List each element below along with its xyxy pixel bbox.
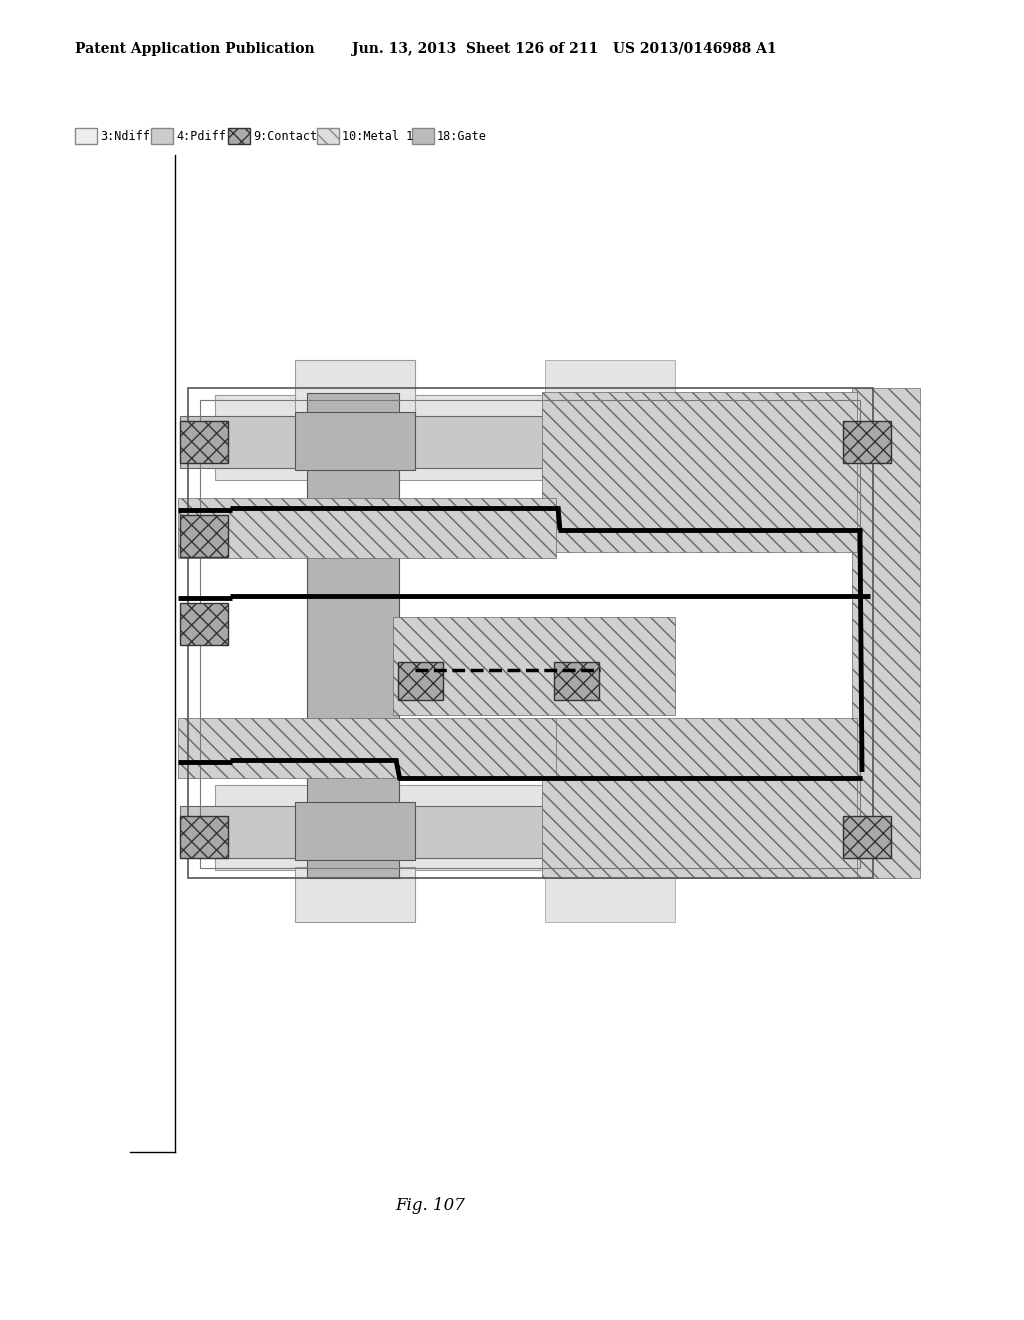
Bar — [316, 128, 339, 144]
Bar — [554, 663, 599, 700]
Bar — [843, 816, 891, 858]
Text: Jun. 13, 2013  Sheet 126 of 211   US 2013/0146988 A1: Jun. 13, 2013 Sheet 126 of 211 US 2013/0… — [352, 42, 776, 55]
Bar — [215, 785, 865, 870]
Bar — [178, 718, 556, 777]
Bar — [180, 416, 872, 469]
Bar — [178, 498, 556, 558]
Text: 9:Contact: 9:Contact — [253, 129, 316, 143]
Bar — [227, 128, 250, 144]
Text: 4:Pdiff: 4:Pdiff — [176, 129, 226, 143]
Bar — [295, 360, 415, 414]
Bar — [545, 360, 675, 414]
Bar — [295, 867, 415, 921]
Text: 10:Metal 1: 10:Metal 1 — [342, 129, 413, 143]
Text: 3:Ndiff: 3:Ndiff — [100, 129, 150, 143]
Bar — [307, 393, 399, 878]
Bar — [200, 400, 860, 869]
Bar — [398, 663, 443, 700]
Bar — [152, 128, 173, 144]
Bar — [542, 392, 857, 552]
Bar — [295, 803, 415, 861]
Bar — [180, 816, 228, 858]
Text: Patent Application Publication: Patent Application Publication — [75, 42, 314, 55]
Bar — [542, 718, 857, 878]
Bar — [412, 128, 433, 144]
Bar — [180, 421, 228, 463]
Bar — [180, 807, 872, 858]
Text: 18:Gate: 18:Gate — [436, 129, 486, 143]
Bar — [75, 128, 97, 144]
Bar — [843, 421, 891, 463]
Bar — [545, 867, 675, 921]
Bar — [215, 395, 865, 480]
Bar — [188, 388, 873, 878]
Text: Fig. 107: Fig. 107 — [395, 1196, 465, 1213]
Bar — [180, 515, 228, 557]
Bar — [180, 603, 228, 645]
Bar — [852, 388, 920, 878]
Bar — [393, 616, 675, 715]
Bar — [295, 412, 415, 470]
